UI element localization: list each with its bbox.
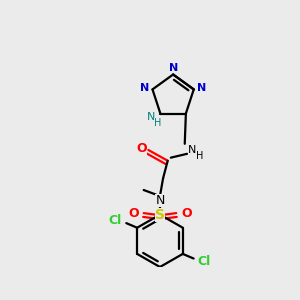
Text: S: S	[155, 208, 165, 222]
Text: O: O	[128, 207, 139, 220]
Text: O: O	[181, 207, 192, 220]
Text: Cl: Cl	[109, 214, 122, 226]
Text: N: N	[155, 194, 165, 206]
Text: Cl: Cl	[198, 255, 211, 268]
Text: N: N	[147, 112, 155, 122]
Text: H: H	[154, 118, 162, 128]
Text: N: N	[197, 83, 206, 93]
Text: N: N	[188, 145, 197, 155]
Text: N: N	[140, 83, 149, 93]
Text: H: H	[196, 151, 203, 161]
Text: N: N	[169, 63, 178, 73]
Text: O: O	[136, 142, 147, 155]
